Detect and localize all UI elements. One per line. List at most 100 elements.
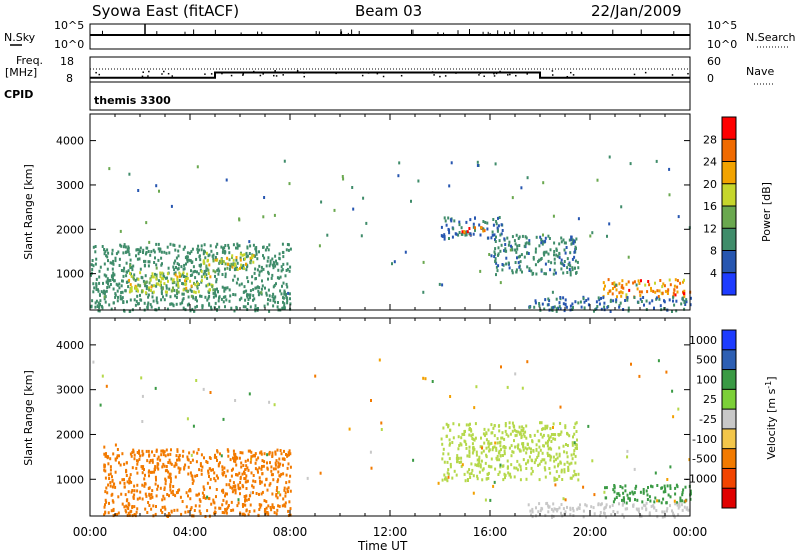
range-cell bbox=[673, 303, 676, 307]
x-tick-label: 04:00 bbox=[173, 525, 208, 539]
power-cells bbox=[90, 155, 692, 313]
range-cell bbox=[173, 288, 176, 292]
range-cell bbox=[182, 306, 185, 310]
range-cell bbox=[685, 300, 688, 304]
range-cell bbox=[147, 264, 150, 268]
range-cell bbox=[247, 497, 250, 501]
range-cell bbox=[508, 240, 511, 244]
freq-dot bbox=[303, 75, 306, 78]
range-cell bbox=[650, 504, 653, 508]
range-cell bbox=[249, 494, 252, 497]
range-cell bbox=[561, 262, 564, 266]
range-cell bbox=[260, 269, 263, 273]
range-cell bbox=[679, 499, 682, 503]
range-cell bbox=[674, 278, 677, 282]
range-cell bbox=[571, 457, 574, 461]
range-cell bbox=[655, 509, 658, 512]
range-cell bbox=[610, 513, 613, 517]
range-cell bbox=[144, 473, 146, 477]
range-cell bbox=[125, 474, 128, 477]
range-cell bbox=[166, 493, 169, 496]
range-cell bbox=[149, 253, 152, 257]
range-cell bbox=[446, 479, 449, 483]
range-cell bbox=[187, 295, 190, 299]
range-cell bbox=[275, 282, 277, 286]
range-cell bbox=[98, 306, 101, 309]
range-cell bbox=[180, 512, 183, 516]
range-cell bbox=[607, 291, 610, 295]
range-cell bbox=[132, 496, 135, 500]
range-cell bbox=[547, 297, 550, 301]
range-cell bbox=[652, 504, 655, 508]
range-cell bbox=[261, 459, 264, 463]
range-cell bbox=[103, 273, 106, 277]
range-cell bbox=[501, 268, 504, 272]
range-cell bbox=[412, 458, 415, 462]
range-cell bbox=[628, 498, 631, 502]
range-cell bbox=[104, 454, 107, 458]
range-cell bbox=[136, 277, 139, 281]
range-cell bbox=[130, 289, 133, 293]
range-cell bbox=[258, 508, 261, 511]
range-cell bbox=[119, 297, 122, 301]
range-cell bbox=[212, 269, 215, 273]
freq-dot bbox=[483, 75, 485, 78]
range-cell bbox=[538, 304, 541, 308]
range-cell bbox=[137, 252, 140, 256]
range-cell bbox=[200, 279, 203, 283]
range-cell bbox=[164, 454, 167, 458]
range-cell bbox=[449, 465, 452, 469]
range-cell bbox=[109, 278, 112, 282]
range-cell bbox=[487, 428, 490, 432]
range-cell bbox=[523, 434, 526, 438]
range-cell bbox=[502, 478, 505, 482]
range-cell bbox=[281, 284, 283, 288]
range-cell bbox=[438, 282, 441, 286]
range-cell bbox=[555, 247, 558, 251]
range-cell bbox=[554, 458, 557, 462]
range-cell bbox=[273, 403, 276, 407]
range-cell bbox=[617, 492, 620, 496]
range-cell bbox=[155, 266, 158, 270]
range-cell bbox=[518, 425, 521, 429]
range-cell bbox=[240, 465, 243, 469]
range-cell bbox=[563, 260, 566, 263]
range-cell bbox=[196, 286, 199, 290]
range-cell bbox=[535, 448, 538, 452]
range-cell bbox=[511, 196, 514, 200]
range-cell bbox=[92, 290, 95, 294]
range-cell bbox=[562, 296, 565, 300]
range-cell bbox=[605, 486, 608, 490]
range-cell bbox=[170, 448, 172, 452]
range-cell bbox=[199, 512, 202, 515]
range-cell bbox=[494, 467, 497, 471]
range-cell bbox=[250, 450, 253, 454]
range-cell bbox=[186, 255, 189, 259]
range-cell bbox=[107, 483, 110, 487]
range-cell bbox=[474, 422, 477, 426]
range-cell bbox=[440, 225, 443, 229]
range-cell bbox=[238, 471, 241, 475]
range-cell bbox=[202, 485, 205, 489]
range-cell bbox=[532, 257, 535, 261]
range-cell bbox=[487, 236, 490, 240]
range-cell bbox=[558, 506, 561, 510]
range-cell bbox=[517, 430, 520, 434]
range-cell bbox=[202, 272, 205, 276]
range-cell bbox=[220, 297, 223, 301]
range-cell bbox=[176, 275, 179, 279]
range-cell bbox=[274, 452, 277, 456]
range-cell bbox=[616, 510, 619, 514]
range-cell bbox=[560, 236, 563, 240]
range-cell bbox=[144, 492, 147, 496]
range-cell bbox=[533, 461, 536, 465]
range-cell bbox=[223, 286, 226, 290]
range-cell bbox=[286, 285, 289, 289]
range-cell bbox=[558, 454, 561, 458]
range-cell bbox=[189, 251, 191, 255]
range-cell bbox=[192, 450, 195, 454]
range-cell bbox=[225, 483, 228, 487]
range-cell bbox=[666, 507, 669, 511]
range-cell bbox=[352, 207, 355, 211]
range-cell bbox=[571, 443, 574, 447]
